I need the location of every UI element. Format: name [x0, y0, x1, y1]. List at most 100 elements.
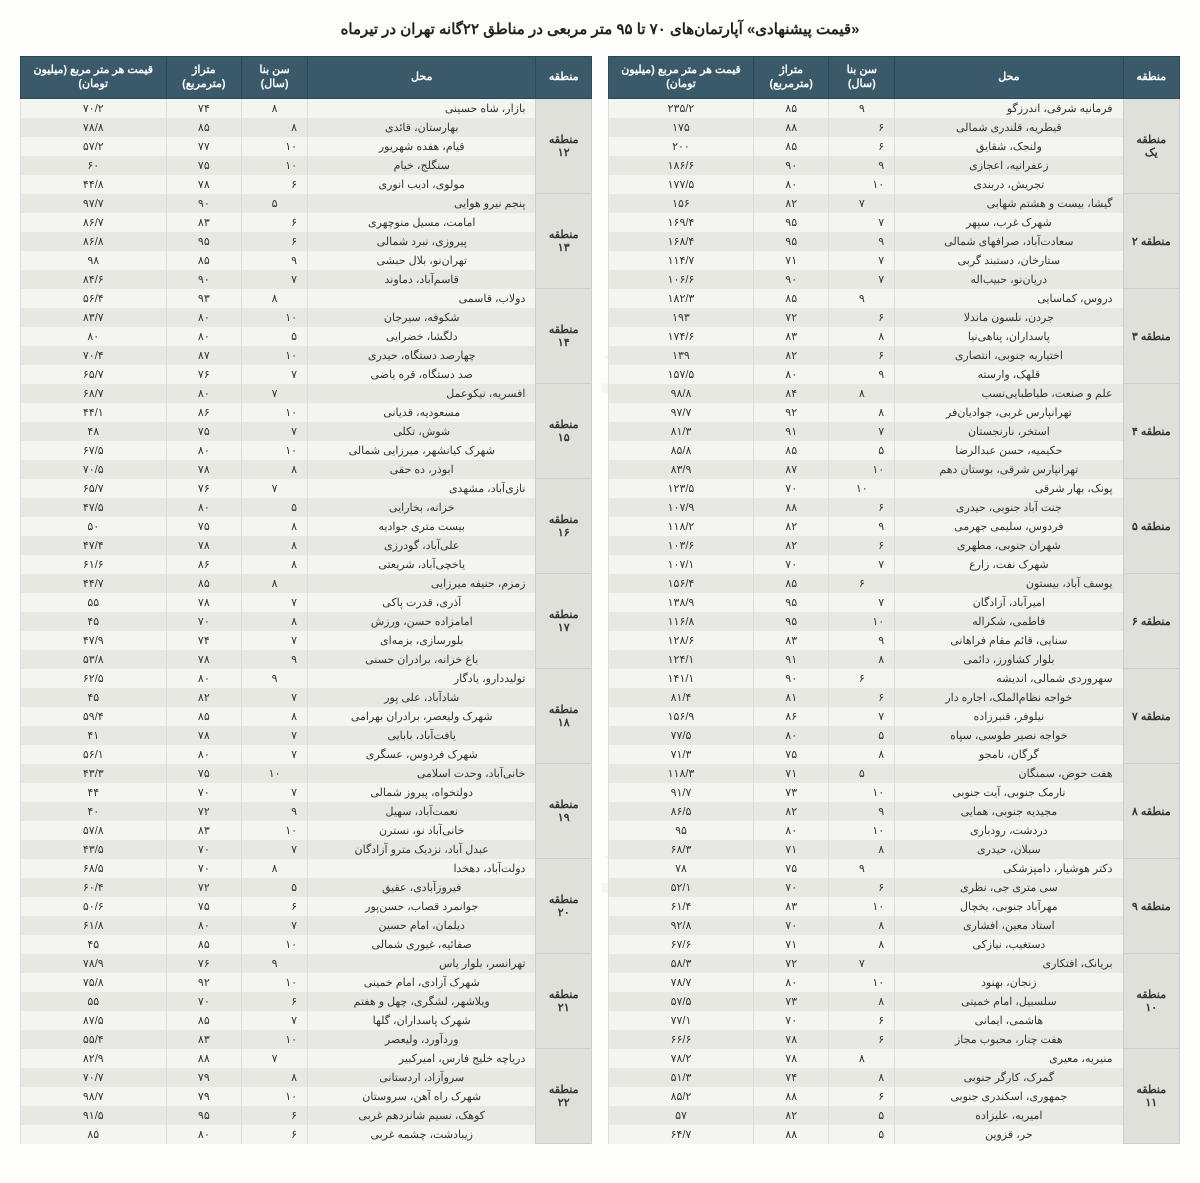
age-cell: ۸ — [829, 384, 895, 403]
price-cell: ۸۳/۹ — [609, 460, 754, 479]
table-row: مولوی، ادیب انوری۶۷۸۴۴/۸ — [21, 175, 592, 194]
age-cell: ۱۰ — [242, 973, 308, 992]
table-row: صفائیه، غیوری شمالی۱۰۸۵۴۵ — [21, 935, 592, 954]
location-cell: شهرک آزادی، امام خمینی — [308, 973, 536, 992]
area-cell: ۷۵ — [166, 897, 242, 916]
location-cell: گیشا، بیست و هشتم شهابی — [895, 194, 1123, 213]
area-cell: ۹۱ — [753, 422, 829, 441]
page-title: «قیمت پیشنهادی» آپارتمان‌های ۷۰ تا ۹۵ مت… — [20, 20, 1180, 38]
area-cell: ۷۰ — [166, 859, 242, 878]
price-cell: ۹۱/۵ — [21, 1106, 167, 1125]
area-cell: ۹۰ — [753, 669, 829, 688]
table-row: هاشمی، ایمانی۶۷۰۷۷/۱ — [609, 1011, 1180, 1030]
age-cell: ۷ — [242, 479, 308, 498]
right-column: منطقه محل سن بنا (سال) متراژ (مترمربع) ق… — [608, 56, 1180, 1144]
table-row: منطقه ۱۸تولیددارو، یادگار۹۸۰۶۲/۵ — [21, 669, 592, 688]
location-cell: گرگان، نامجو — [895, 745, 1123, 764]
age-cell: ۸ — [829, 1049, 895, 1068]
area-cell: ۸۵ — [753, 441, 829, 460]
table-row: باغ خزانه، برادران حسنی۹۷۸۵۳/۸ — [21, 650, 592, 669]
table-row: منطقه یکفرمانیه شرقی، اندرزگو۹۸۵۲۳۵/۲ — [609, 98, 1180, 118]
price-cell: ۹۲/۸ — [609, 916, 754, 935]
table-row: پاسداران، پناهی‌نیا۸۸۳۱۷۴/۶ — [609, 327, 1180, 346]
table-row: قلهک، وارسته۹۸۰۱۵۷/۵ — [609, 365, 1180, 384]
area-cell: ۷۱ — [753, 764, 829, 783]
location-cell: سروآزاد، اردستانی — [308, 1068, 536, 1087]
age-cell: ۶ — [829, 536, 895, 555]
price-cell: ۶۲/۵ — [21, 669, 167, 688]
area-cell: ۷۰ — [753, 916, 829, 935]
region-cell: منطقه ۱۵ — [536, 384, 592, 479]
area-cell: ۸۰ — [166, 669, 242, 688]
price-cell: ۱۱۸/۲ — [609, 517, 754, 536]
age-cell: ۱۰ — [829, 612, 895, 631]
table-row: هفت چنار، محبوب مجاز۶۷۸۶۶/۶ — [609, 1030, 1180, 1049]
price-cell: ۵۷/۸ — [21, 821, 167, 840]
price-cell: ۴۴ — [21, 783, 167, 802]
location-cell: تجریش، دربندی — [895, 175, 1123, 194]
age-cell: ۷ — [242, 270, 308, 289]
table-row: شهرک ولیعصر، برادران بهرامی۸۸۵۵۹/۴ — [21, 707, 592, 726]
location-cell: ابوذر، ده حقی — [308, 460, 536, 479]
location-cell: سهروردی شمالی، اندیشه — [895, 669, 1123, 688]
table-row: امیرآباد، آزادگان۷۹۵۱۳۸/۹ — [609, 593, 1180, 612]
table-row: منطقه ۸هفت حوض، سمنگان۵۷۱۱۱۸/۳ — [609, 764, 1180, 783]
location-cell: شوش، تکلی — [308, 422, 536, 441]
price-cell: ۵۷/۵ — [609, 992, 754, 1011]
region-cell: منطقه ۸ — [1123, 764, 1179, 859]
location-cell: صد دستگاه، قره یاضی — [308, 365, 536, 384]
area-cell: ۸۳ — [166, 213, 242, 232]
area-cell: ۸۸ — [753, 1125, 829, 1144]
age-cell: ۸ — [242, 859, 308, 878]
area-cell: ۷۹ — [166, 1068, 242, 1087]
price-cell: ۹۷/۷ — [609, 403, 754, 422]
price-cell: ۱۰۳/۶ — [609, 536, 754, 555]
price-cell: ۵۵ — [21, 593, 167, 612]
location-cell: شهران جنوبی، مطهری — [895, 536, 1123, 555]
age-cell: ۹ — [829, 517, 895, 536]
price-cell: ۸۵/۲ — [609, 1087, 754, 1106]
table-row: بیست متری جوادیه۸۷۵۵۰ — [21, 517, 592, 536]
location-cell: شهرک فردوس، عسگری — [308, 745, 536, 764]
area-cell: ۷۱ — [753, 251, 829, 270]
header-area: متراژ (مترمربع) — [166, 57, 242, 99]
table-row: بلورسازی، بزمه‌ای۷۷۴۴۷/۹ — [21, 631, 592, 650]
location-cell: دولتخواه، پیروز شمالی — [308, 783, 536, 802]
area-cell: ۷۸ — [166, 650, 242, 669]
header-price: قیمت هر متر مربع (میلیون تومان) — [609, 57, 754, 99]
area-cell: ۸۲ — [753, 1106, 829, 1125]
area-cell: ۷۲ — [166, 878, 242, 897]
area-cell: ۸۸ — [753, 118, 829, 137]
age-cell: ۸ — [242, 707, 308, 726]
age-cell: ۹ — [829, 156, 895, 175]
table-row: سروآزاد، اردستانی۸۷۹۷۰/۷ — [21, 1068, 592, 1087]
area-cell: ۹۰ — [166, 270, 242, 289]
header-age: سن بنا (سال) — [242, 57, 308, 99]
region-cell: منطقه ۱۷ — [536, 574, 592, 669]
location-cell: مهرآباد جنوبی، یخچال — [895, 897, 1123, 916]
region-cell: منطقه ۱۲ — [536, 98, 592, 194]
location-cell: دردشت، رودباری — [895, 821, 1123, 840]
area-cell: ۹۳ — [166, 289, 242, 308]
price-cell: ۱۳۸/۹ — [609, 593, 754, 612]
age-cell: ۷ — [829, 213, 895, 232]
table-row: مسعودیه، قدیانی۱۰۸۶۴۴/۱ — [21, 403, 592, 422]
price-cell: ۶۸/۵ — [21, 859, 167, 878]
age-cell: ۱۰ — [829, 175, 895, 194]
price-cell: ۴۷/۴ — [21, 536, 167, 555]
area-cell: ۷۶ — [166, 479, 242, 498]
area-cell: ۷۷ — [166, 137, 242, 156]
table-row: منطقه ۵پونک، بهار شرقی۱۰۷۰۱۲۳/۵ — [609, 479, 1180, 498]
table-row: امیریه، علیزاده۵۸۲۵۷ — [609, 1106, 1180, 1125]
table-row: منطقه ۲۱تهرانسر، بلوار یاس۹۷۶۷۸/۹ — [21, 954, 592, 973]
table-row: استخر، نارنجستان۷۹۱۸۱/۳ — [609, 422, 1180, 441]
table-row: تهران‌نو، بلال حبشی۹۸۵۹۸ — [21, 251, 592, 270]
location-cell: فرمانیه شرقی، اندرزگو — [895, 98, 1123, 118]
location-cell: تهرانسر، بلوار یاس — [308, 954, 536, 973]
price-cell: ۴۵ — [21, 935, 167, 954]
price-cell: ۵۰ — [21, 517, 167, 536]
location-cell: نارمک جنوبی، آیت جنوبی — [895, 783, 1123, 802]
age-cell: ۵ — [242, 194, 308, 213]
location-cell: جنت آباد جنوبی، حیدری — [895, 498, 1123, 517]
location-cell: دولت‌آباد، دهخدا — [308, 859, 536, 878]
